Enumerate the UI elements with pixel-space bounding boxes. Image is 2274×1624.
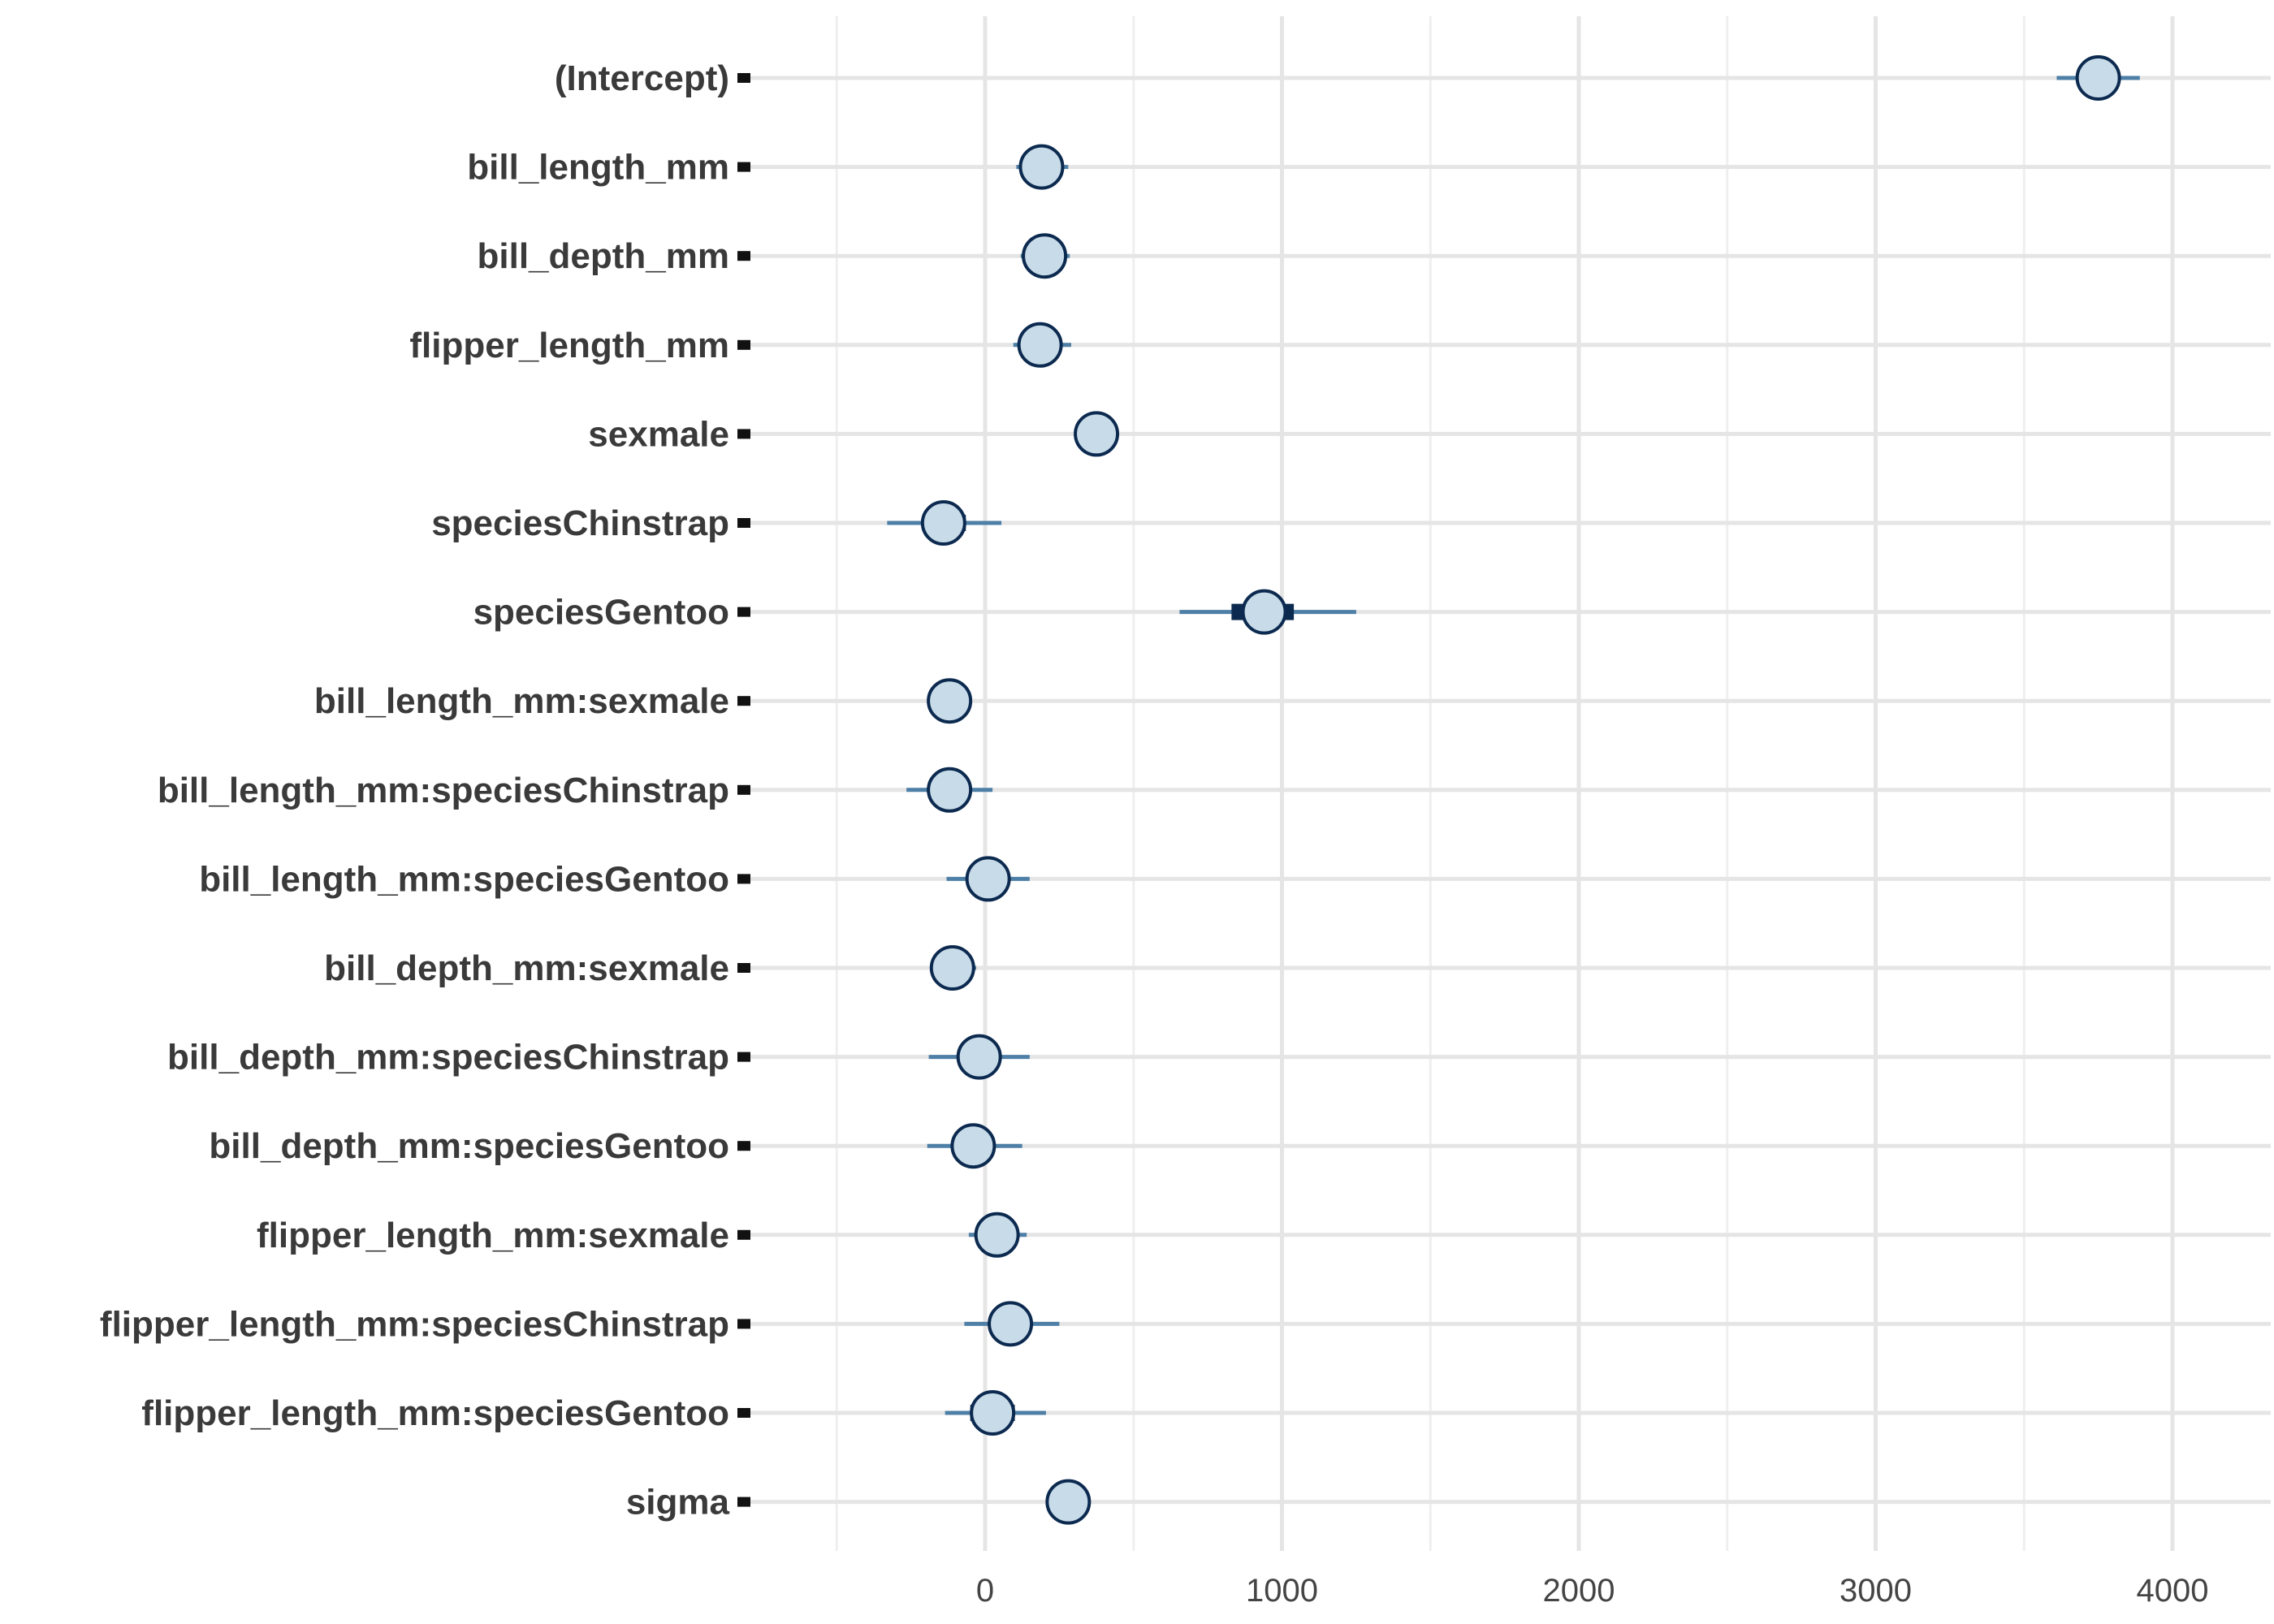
x-tick-label: 2000 xyxy=(1543,1573,1615,1609)
y-tick-mark xyxy=(737,1319,750,1329)
y-tick-label: bill_length_mm:sexmale xyxy=(314,681,729,721)
y-tick-label: flipper_length_mm xyxy=(409,326,729,365)
y-tick-mark xyxy=(737,73,750,83)
y-tick-mark xyxy=(737,1229,750,1240)
point-estimate xyxy=(1017,322,1063,368)
point-estimate xyxy=(929,945,975,991)
x-tick-label: 3000 xyxy=(1840,1573,1912,1609)
y-tick-label: (Intercept) xyxy=(555,58,729,98)
y-tick-mark xyxy=(737,963,750,973)
y-tick-label: flipper_length_mm:speciesGentoo xyxy=(141,1393,729,1433)
y-tick-label: bill_length_mm:speciesGentoo xyxy=(199,859,729,899)
point-estimate xyxy=(2075,55,2121,101)
y-tick-mark xyxy=(737,1408,750,1418)
y-tick-mark xyxy=(737,1141,750,1151)
point-estimate xyxy=(927,767,973,813)
point-estimate xyxy=(956,1034,1002,1080)
y-tick-mark xyxy=(737,696,750,706)
y-tick-label: flipper_length_mm:sexmale xyxy=(257,1216,729,1255)
y-tick-mark xyxy=(737,1052,750,1062)
point-estimates xyxy=(920,55,2121,1525)
y-tick-mark xyxy=(737,429,750,439)
x-tick-label: 0 xyxy=(976,1573,994,1609)
point-estimate xyxy=(1241,589,1287,635)
point-estimate xyxy=(988,1301,1034,1347)
y-tick-label: flipper_length_mm:speciesChinstrap xyxy=(100,1304,729,1344)
point-estimate xyxy=(1018,144,1065,190)
y-tick-label: bill_length_mm:speciesChinstrap xyxy=(158,771,729,810)
point-estimate xyxy=(1074,411,1120,457)
x-tick-label: 4000 xyxy=(2137,1573,2209,1609)
y-tick-mark xyxy=(737,339,750,350)
y-tick-label: speciesChinstrap xyxy=(431,503,729,543)
y-tick-label: bill_depth_mm:speciesGentoo xyxy=(209,1126,729,1166)
y-tick-label: bill_length_mm xyxy=(467,148,729,188)
point-estimate xyxy=(974,1212,1020,1258)
y-tick-label: sexmale xyxy=(588,414,729,454)
y-tick-mark xyxy=(737,162,750,172)
grid-lines xyxy=(750,16,2271,1551)
point-estimate xyxy=(1022,233,1068,279)
y-tick-mark xyxy=(737,251,750,261)
x-tick-label: 1000 xyxy=(1246,1573,1318,1609)
y-tick-mark xyxy=(737,518,750,528)
y-tick-label: sigma xyxy=(626,1483,730,1522)
y-tick-mark xyxy=(737,874,750,884)
point-estimate xyxy=(1045,1479,1092,1525)
point-estimate xyxy=(927,678,973,724)
point-estimate xyxy=(965,856,1011,902)
y-tick-label: bill_depth_mm:speciesChinstrap xyxy=(167,1038,729,1078)
point-estimate xyxy=(920,500,966,546)
x-axis-labels: 0 1000 2000 3000 4000 xyxy=(976,1573,2209,1609)
y-tick-mark xyxy=(737,784,750,795)
y-axis-labels: (Intercept) bill_length_mm bill_depth_mmfl… xyxy=(100,58,750,1522)
point-estimate xyxy=(970,1390,1016,1436)
y-tick-label: bill_depth_mm:sexmale xyxy=(324,948,729,988)
point-estimate xyxy=(950,1123,996,1169)
y-tick-mark xyxy=(737,607,750,617)
y-tick-mark xyxy=(737,1497,750,1507)
y-tick-label: bill_depth_mm xyxy=(478,236,730,276)
y-tick-label: speciesGentoo xyxy=(473,593,729,633)
